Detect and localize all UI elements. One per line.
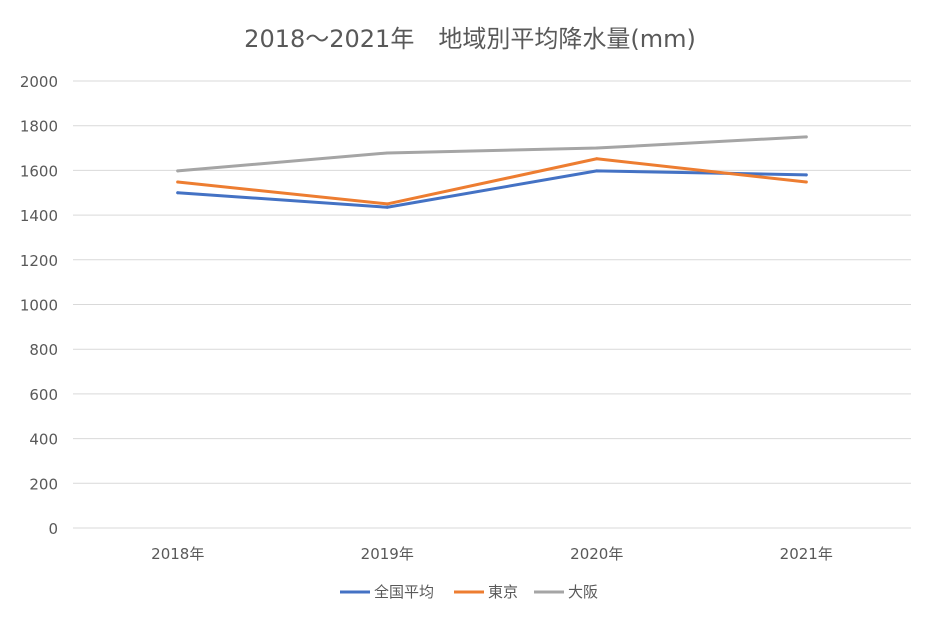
legend-label: 大阪 [568,583,598,601]
gridlines [73,80,911,529]
data-point [385,151,389,155]
data-point [804,180,808,184]
y-tick-label: 1200 [20,252,58,270]
y-tick-label: 0 [48,520,58,538]
y-tick-label: 1400 [20,207,58,225]
series-line-2 [176,135,808,173]
data-point [804,173,808,177]
data-point [595,146,599,150]
data-point [385,205,389,209]
series-lines [176,135,808,209]
legend: 全国平均 東京 大阪 [340,583,598,601]
data-point [176,169,180,173]
y-tick-label: 400 [29,431,58,449]
data-point [176,180,180,184]
y-tick-label: 1600 [20,162,58,180]
series-line-1 [176,157,808,206]
y-tick-label: 1800 [20,118,58,136]
x-tick-label: 2021年 [780,545,833,563]
y-tick-label: 1000 [20,297,58,315]
data-point [595,157,599,161]
data-point [804,135,808,139]
data-point [176,191,180,195]
x-axis-tick-labels: 2018年 2019年 2020年 2021年 [151,545,833,563]
y-axis-tick-labels: 0 200 400 600 800 1000 1200 1400 1600 1800 2000 [20,73,58,538]
y-tick-label: 600 [29,386,58,404]
y-tick-label: 800 [29,341,58,359]
x-tick-label: 2019年 [361,545,414,563]
legend-label: 東京 [488,583,518,601]
data-point [595,169,599,173]
x-tick-label: 2020年 [570,545,623,563]
y-tick-label: 2000 [20,73,58,91]
x-tick-label: 2018年 [151,545,204,563]
series-line-0 [176,169,808,209]
legend-label: 全国平均 [374,583,434,601]
chart-title: 2018～2021年 地域別平均降水量(mm) [244,25,696,53]
data-point [385,202,389,206]
y-tick-label: 200 [29,475,58,493]
